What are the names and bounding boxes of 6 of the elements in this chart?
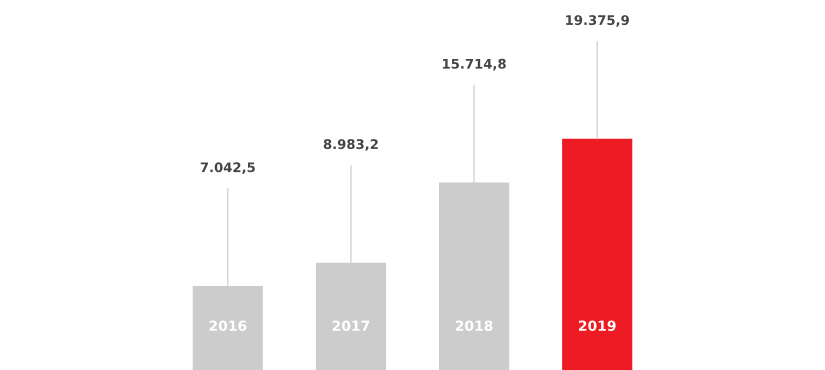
data-label: 8.983,2	[324, 139, 378, 151]
x-tick-label: 2019	[578, 320, 616, 331]
bar	[562, 138, 632, 370]
data-label: 15.714,8	[443, 58, 506, 70]
data-label: 19.375,9	[566, 15, 629, 27]
data-label: 7.042,5	[200, 162, 255, 174]
